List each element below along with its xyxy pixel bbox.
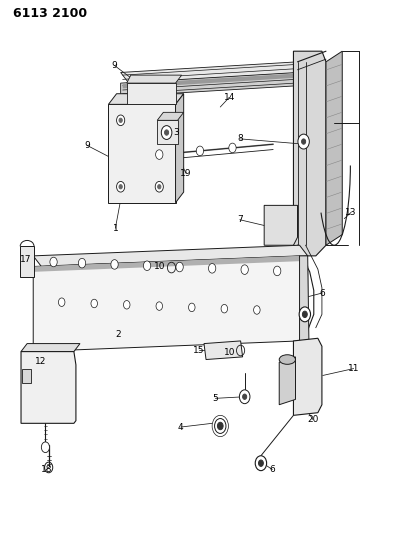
Circle shape <box>161 126 172 140</box>
Polygon shape <box>204 341 243 360</box>
Circle shape <box>124 301 130 309</box>
Polygon shape <box>121 62 306 83</box>
Circle shape <box>302 139 306 144</box>
Polygon shape <box>175 94 184 203</box>
Circle shape <box>302 311 307 318</box>
Circle shape <box>196 146 204 156</box>
Circle shape <box>155 150 163 159</box>
Polygon shape <box>127 83 175 104</box>
Polygon shape <box>293 51 326 256</box>
Polygon shape <box>264 205 297 245</box>
Circle shape <box>254 306 260 314</box>
Polygon shape <box>157 112 184 120</box>
Circle shape <box>259 460 264 466</box>
Text: 9: 9 <box>84 141 90 150</box>
Polygon shape <box>279 357 295 405</box>
Polygon shape <box>109 104 175 203</box>
Polygon shape <box>21 344 80 352</box>
Circle shape <box>156 302 162 310</box>
Circle shape <box>117 115 125 126</box>
Text: 2: 2 <box>115 330 121 339</box>
Circle shape <box>215 418 226 433</box>
Circle shape <box>119 118 122 123</box>
Circle shape <box>273 266 281 276</box>
Circle shape <box>91 299 98 308</box>
Polygon shape <box>127 75 182 83</box>
Circle shape <box>164 130 169 135</box>
Text: 5: 5 <box>213 394 218 403</box>
Text: 11: 11 <box>348 364 359 373</box>
Circle shape <box>157 184 161 189</box>
Circle shape <box>243 394 247 399</box>
Text: 6: 6 <box>269 465 275 474</box>
Text: 14: 14 <box>224 93 235 102</box>
Circle shape <box>119 184 122 189</box>
Polygon shape <box>22 369 31 383</box>
Circle shape <box>41 442 49 453</box>
Circle shape <box>217 422 223 430</box>
Polygon shape <box>121 72 297 96</box>
Circle shape <box>239 390 250 403</box>
Text: 6113 2100: 6113 2100 <box>13 7 87 20</box>
Circle shape <box>188 303 195 312</box>
Text: 6: 6 <box>319 288 325 297</box>
Text: 10: 10 <box>154 262 166 271</box>
Polygon shape <box>20 246 34 277</box>
Polygon shape <box>21 352 76 423</box>
Text: 19: 19 <box>180 169 192 178</box>
Text: 3: 3 <box>173 128 179 137</box>
Circle shape <box>268 209 278 222</box>
Polygon shape <box>293 338 322 415</box>
Text: 4: 4 <box>178 423 184 432</box>
Circle shape <box>155 181 163 192</box>
Circle shape <box>298 134 309 149</box>
Polygon shape <box>326 51 342 245</box>
Text: 17: 17 <box>20 255 32 264</box>
Circle shape <box>78 259 86 268</box>
Text: 8: 8 <box>238 134 244 143</box>
Circle shape <box>241 265 248 274</box>
Polygon shape <box>33 245 308 266</box>
Circle shape <box>221 304 228 313</box>
Text: 9: 9 <box>112 61 118 70</box>
Polygon shape <box>34 256 299 272</box>
Circle shape <box>58 298 65 306</box>
Polygon shape <box>299 256 309 341</box>
Text: 18: 18 <box>40 465 52 474</box>
Circle shape <box>176 262 183 272</box>
Circle shape <box>117 181 125 192</box>
Circle shape <box>299 307 310 322</box>
Text: 1: 1 <box>113 224 118 233</box>
Polygon shape <box>123 74 296 88</box>
Text: 10: 10 <box>224 348 235 357</box>
Circle shape <box>144 261 151 271</box>
Polygon shape <box>109 94 184 104</box>
Circle shape <box>229 143 236 153</box>
Text: 20: 20 <box>307 415 319 424</box>
Circle shape <box>208 263 216 273</box>
Circle shape <box>255 456 266 471</box>
Polygon shape <box>33 256 308 352</box>
Circle shape <box>111 260 118 269</box>
Circle shape <box>50 257 57 267</box>
Polygon shape <box>157 120 177 144</box>
Text: 7: 7 <box>237 215 243 224</box>
Ellipse shape <box>279 355 295 365</box>
Text: 15: 15 <box>193 346 205 355</box>
Text: 13: 13 <box>346 208 357 217</box>
Text: 12: 12 <box>35 357 46 366</box>
